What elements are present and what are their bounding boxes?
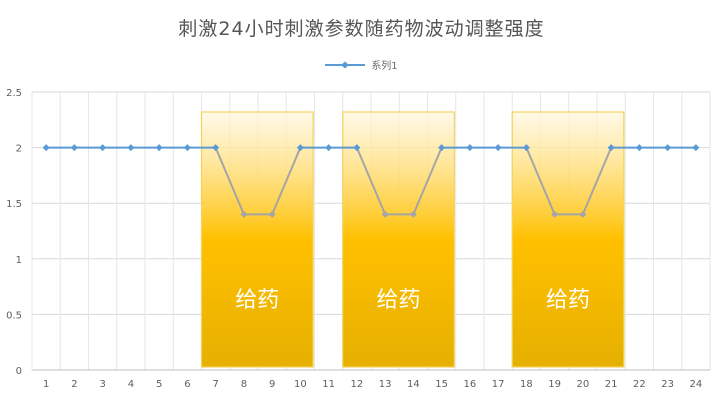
x-tick-label: 6 [184,379,190,390]
data-point [494,144,502,152]
dosing-band [511,111,625,368]
data-point [438,144,446,152]
x-tick-label: 22 [633,379,646,390]
series-line-segment [214,147,245,215]
data-point [409,210,417,218]
data-point [99,144,107,152]
x-tick-label: 21 [605,379,618,390]
data-point [607,144,615,152]
y-tick-label: 2.5 [6,88,22,99]
series-line-segment [581,147,613,215]
x-tick-label: 3 [99,379,105,390]
x-tick-label: 1 [43,379,49,390]
y-tick-label: 0.5 [6,310,22,321]
x-tick-label: 7 [212,379,218,390]
legend-line-icon [325,61,366,68]
data-point [353,144,361,152]
x-tick-label: 12 [351,379,364,390]
dosing-band [200,111,314,368]
legend-label: 系列1 [371,61,398,72]
data-point [381,210,389,218]
data-point [692,144,700,152]
x-tick-label: 19 [548,379,561,390]
data-point [325,144,333,152]
data-point [522,144,530,152]
x-tick-label: 2 [71,379,77,390]
dosing-label: 给药 [235,288,279,313]
y-tick-label: 2 [16,144,22,155]
series-line-segment [355,147,387,215]
dosing-band [342,111,455,368]
data-point [635,144,643,152]
x-tick-label: 10 [294,379,307,390]
x-tick-label: 16 [464,379,477,390]
x-tick-label: 15 [435,379,448,390]
x-tick-label: 17 [492,379,505,390]
x-tick-label: 8 [241,379,247,390]
x-tick-label: 14 [407,379,420,390]
data-point [296,144,304,152]
legend: 系列1 [0,57,723,72]
chart-title: 刺激24小时刺激参数随药物波动调整强度 [178,18,545,40]
data-point [42,144,50,152]
series-line-segment [525,147,556,215]
data-point [70,144,78,152]
data-point [268,210,276,218]
x-tick-label: 9 [269,379,275,390]
data-point [127,144,135,152]
y-tick-label: 1 [16,255,22,266]
data-point [466,144,474,152]
data-point [155,144,163,152]
data-point [240,210,248,218]
x-tick-label: 24 [690,379,703,390]
y-tick-label: 1.5 [6,199,22,210]
y-tick-label: 0 [16,366,22,377]
x-tick-label: 20 [577,379,590,390]
data-point [551,210,559,218]
series-line-segment [271,147,302,215]
x-tick-label: 5 [156,379,162,390]
x-tick-label: 4 [128,379,134,390]
dosing-label: 给药 [377,288,421,313]
dosing-label: 给药 [546,288,590,313]
data-point [183,144,191,152]
x-tick-label: 13 [379,379,392,390]
data-point [664,144,672,152]
data-point [579,210,587,218]
data-point [212,144,220,152]
x-tick-label: 11 [322,379,335,390]
series-line-segment [412,147,443,215]
x-tick-label: 23 [661,379,674,390]
x-tick-label: 18 [520,379,533,390]
